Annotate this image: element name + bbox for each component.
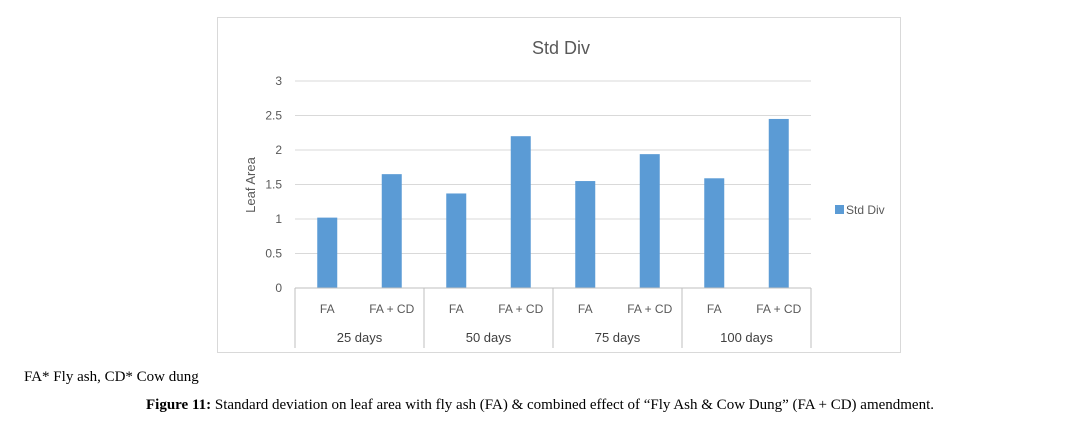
group-label: 75 days xyxy=(595,330,641,345)
chart-frame: Std Div Leaf Area 0 0.5 1 1.5 2 2.5 3 FA FA + CD FA… xyxy=(217,17,901,353)
bar xyxy=(704,178,725,288)
x-tick-label: FA xyxy=(578,302,593,316)
y-tick-label: 2 xyxy=(275,143,282,157)
x-tick-label: FA xyxy=(449,302,464,316)
x-tick-label: FA + CD xyxy=(369,302,414,316)
bar xyxy=(575,181,596,288)
footnote: FA* Fly ash, CD* Cow dung xyxy=(24,369,199,385)
bar xyxy=(446,193,467,288)
legend-label: Std Div xyxy=(846,203,885,217)
y-tick-label: 1 xyxy=(275,212,282,226)
y-tick-label: 1.5 xyxy=(265,178,282,192)
figure-caption: Figure 11: Standard deviation on leaf ar… xyxy=(0,397,1080,414)
legend-swatch xyxy=(835,205,844,214)
caption-text: Standard deviation on leaf area with fly… xyxy=(211,397,935,413)
x-tick-label: FA + CD xyxy=(756,302,801,316)
y-tick-label: 0 xyxy=(275,281,282,295)
x-tick-label: FA + CD xyxy=(498,302,543,316)
x-tick-label: FA xyxy=(707,302,722,316)
x-tick-label: FA + CD xyxy=(627,302,672,316)
y-tick-label: 2.5 xyxy=(265,109,282,123)
bar xyxy=(381,174,402,288)
x-tick-label: FA xyxy=(320,302,335,316)
y-tick-label: 3 xyxy=(275,74,282,88)
group-label: 25 days xyxy=(337,330,383,345)
caption-label: Figure 11: xyxy=(145,397,212,413)
y-tick-label: 0.5 xyxy=(265,247,282,261)
bar xyxy=(510,136,531,288)
y-axis-label: Leaf Area xyxy=(243,156,258,212)
bar xyxy=(768,118,789,288)
bar xyxy=(639,154,660,288)
group-label: 100 days xyxy=(720,330,773,345)
chart-title: Std Div xyxy=(532,38,590,58)
group-label: 50 days xyxy=(466,330,512,345)
bar-chart: Std Div Leaf Area 0 0.5 1 1.5 2 2.5 3 FA FA + CD FA… xyxy=(243,38,885,348)
bar xyxy=(317,217,338,288)
